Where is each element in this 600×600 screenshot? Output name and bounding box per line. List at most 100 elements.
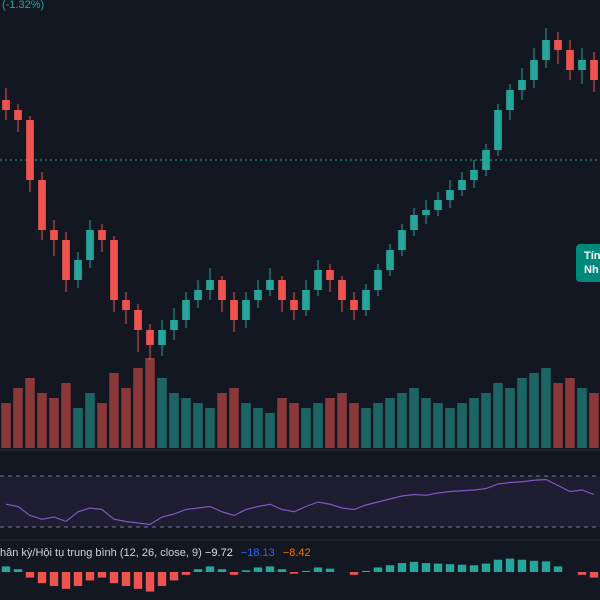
candle-body: [362, 290, 370, 310]
volume-bar: [373, 403, 383, 448]
candle-body: [386, 250, 394, 270]
volume-bar: [61, 383, 71, 448]
macd-bar: [397, 563, 407, 572]
macd-bar: [385, 565, 395, 572]
candle-body: [482, 150, 490, 170]
macd-readout: −9.72: [205, 547, 233, 559]
candle-body: [530, 60, 538, 80]
volume-bar: [433, 403, 443, 448]
macd-bar: [553, 566, 563, 572]
macd-bar: [541, 561, 551, 572]
macd-bar: [109, 572, 119, 584]
candle-body: [326, 270, 334, 280]
candle-body: [590, 60, 598, 80]
candle-body: [98, 230, 106, 240]
candle-body: [170, 320, 178, 330]
volume-bar: [133, 368, 143, 448]
candle-body: [278, 280, 286, 300]
macd-title: hân kỳ/Hội tụ trung bình (12, 26, close,…: [0, 547, 202, 559]
macd-bar: [49, 572, 59, 586]
rsi-band: [0, 476, 600, 527]
volume-bar: [253, 408, 263, 448]
candle-body: [242, 300, 250, 320]
candle-body: [398, 230, 406, 250]
candle-body: [434, 200, 442, 210]
volume-bar: [85, 393, 95, 448]
macd-bar: [13, 569, 23, 572]
macd-readout: −8.42: [283, 547, 311, 559]
candle-body: [74, 260, 82, 280]
macd-bar: [529, 560, 539, 572]
macd-bar: [157, 572, 167, 586]
candle-body: [194, 290, 202, 300]
macd-readout: −18.13: [241, 547, 275, 559]
candle-body: [134, 310, 142, 330]
volume-bar: [397, 393, 407, 448]
macd-bar: [205, 566, 215, 572]
volume-bar: [469, 398, 479, 448]
badge: [576, 244, 600, 282]
macd-bar: [145, 572, 155, 592]
volume-bar: [229, 388, 239, 448]
candle-body: [230, 300, 238, 320]
candle-body: [374, 270, 382, 290]
volume-bar: [181, 398, 191, 448]
volume-bar: [529, 373, 539, 448]
macd-bar: [133, 572, 143, 589]
badge-text: Tín: [584, 250, 600, 262]
volume-bar: [97, 403, 107, 448]
macd-bar: [457, 564, 467, 572]
candle-body: [578, 60, 586, 70]
candle-body: [26, 120, 34, 180]
candle-body: [302, 290, 310, 310]
volume-bar: [277, 398, 287, 448]
change-label: (-1.32%): [2, 0, 44, 11]
candle-body: [254, 290, 262, 300]
candle-body: [314, 270, 322, 290]
macd-bar: [433, 563, 443, 572]
volume-bar: [589, 393, 599, 448]
macd-bar: [253, 567, 263, 572]
candle-body: [62, 240, 70, 280]
volume-bar: [109, 373, 119, 448]
macd-bar: [265, 566, 275, 572]
candle-body: [410, 215, 418, 230]
candle-body: [458, 180, 466, 190]
candle-body: [14, 110, 22, 120]
macd-bar: [73, 572, 83, 586]
candle-body: [554, 40, 562, 50]
volume-bar: [505, 388, 515, 448]
macd-bar: [169, 572, 179, 581]
macd-bar: [301, 570, 311, 572]
macd-bar: [589, 572, 599, 578]
macd-bar: [241, 570, 251, 572]
candle-body: [290, 300, 298, 310]
volume-bar: [265, 413, 275, 448]
volume-bar: [193, 403, 203, 448]
candle-body: [158, 330, 166, 345]
volume-bar: [157, 378, 167, 448]
volume-bar: [493, 383, 503, 448]
volume-bar: [481, 393, 491, 448]
candle-body: [146, 330, 154, 345]
volume-bar: [349, 403, 359, 448]
macd-bar: [181, 572, 191, 575]
volume-bar: [421, 398, 431, 448]
macd-bar: [1, 566, 11, 572]
macd-bar: [229, 572, 239, 575]
volume-bar: [121, 388, 131, 448]
macd-bar: [193, 569, 203, 572]
volume-bar: [577, 388, 587, 448]
volume-bar: [25, 378, 35, 448]
candle-body: [350, 300, 358, 310]
volume-bar: [565, 378, 575, 448]
macd-bar: [277, 569, 287, 572]
volume-bar: [169, 393, 179, 448]
macd-bar: [61, 572, 71, 589]
macd-bar: [373, 567, 383, 572]
volume-bar: [361, 408, 371, 448]
badge-text: Nh: [584, 264, 599, 276]
